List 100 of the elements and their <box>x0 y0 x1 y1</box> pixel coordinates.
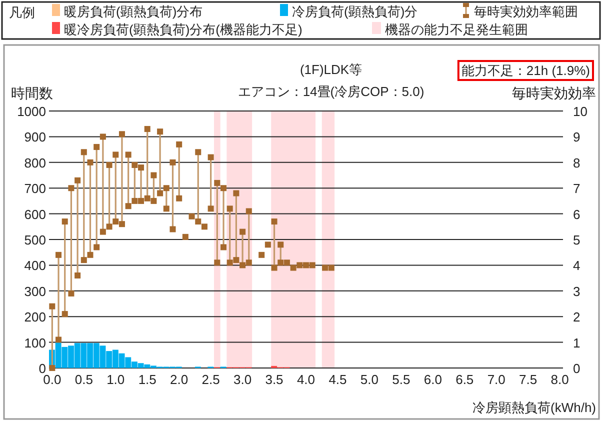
x-tick-label: 6.5 <box>456 372 474 387</box>
x-tick-label: 7.5 <box>519 372 538 387</box>
y-tick-label: 300 <box>24 284 46 299</box>
legend-label: 毎時実効効率範囲 <box>474 4 578 19</box>
point <box>309 262 316 268</box>
point <box>226 206 233 212</box>
y2-tick-label: 1 <box>573 335 580 350</box>
point <box>106 162 112 168</box>
point <box>49 365 56 371</box>
point <box>195 218 202 225</box>
y2-tick-label: 0 <box>573 361 580 376</box>
x-tick-label: 5.5 <box>392 372 410 387</box>
point <box>68 185 74 192</box>
point <box>240 228 246 235</box>
x-tick-label: 5.0 <box>360 372 378 387</box>
point <box>80 149 87 156</box>
y-tick-label: 800 <box>24 155 46 170</box>
x-tick-label: 2.5 <box>202 372 220 387</box>
point <box>56 336 62 343</box>
point <box>87 159 94 166</box>
point <box>106 224 112 230</box>
x-tick-label: 8.0 <box>550 372 569 387</box>
x-tick-label: 3.0 <box>234 372 252 387</box>
x-tick-label: 1.5 <box>138 372 156 387</box>
point <box>138 198 144 204</box>
point <box>246 208 252 214</box>
y-tick-label: 600 <box>24 206 46 222</box>
point <box>150 172 157 178</box>
point <box>144 126 150 132</box>
point <box>214 260 220 266</box>
y2-tick-label: 8 <box>573 155 580 170</box>
point <box>322 264 328 271</box>
point <box>208 206 214 212</box>
y-tick-label: 100 <box>24 335 46 350</box>
chart-subtitle: エアコン：14畳(冷房COP：5.0) <box>238 84 424 99</box>
x-tick-label: 1.0 <box>106 372 125 387</box>
point <box>258 252 265 258</box>
point <box>112 152 119 158</box>
point <box>240 262 246 268</box>
point <box>246 260 252 266</box>
point <box>118 131 125 138</box>
point <box>233 190 240 196</box>
y2-tick-label: 4 <box>573 258 580 274</box>
point <box>278 260 284 266</box>
x-tick-label: 7.0 <box>487 372 506 387</box>
y2-tick-label: 10 <box>573 104 588 119</box>
point <box>125 152 132 158</box>
point <box>201 224 208 230</box>
point <box>94 244 100 250</box>
x-tick-label: 0.5 <box>74 372 93 387</box>
point <box>138 164 144 171</box>
y-tick-label: 200 <box>24 310 46 325</box>
point <box>195 149 202 156</box>
point <box>125 203 132 210</box>
legend-label: 冷房負荷(顕熱負荷)分 <box>292 4 418 19</box>
point <box>112 218 119 225</box>
y2-tick-label: 7 <box>573 181 580 196</box>
point <box>68 290 74 296</box>
point <box>328 264 334 271</box>
point <box>163 206 170 212</box>
point <box>157 190 164 196</box>
chart-title: (1F)LDK等 <box>300 62 362 77</box>
point <box>214 180 220 186</box>
point <box>264 242 271 248</box>
y-tick-label: 700 <box>24 181 46 196</box>
point <box>303 262 309 268</box>
point <box>271 264 278 271</box>
x-tick-label: 4.5 <box>328 372 347 387</box>
point <box>182 234 188 240</box>
y2-tick-label: 6 <box>573 206 580 222</box>
point <box>290 264 296 271</box>
y2-axis-title: 毎時実効効率 <box>512 85 596 101</box>
y-tick-label: 900 <box>24 130 46 145</box>
point <box>132 198 138 204</box>
point <box>170 226 176 232</box>
point <box>74 177 81 184</box>
point <box>56 252 62 258</box>
text: 能力不足：21h (1.9%) <box>461 63 590 78</box>
point <box>49 303 56 310</box>
point <box>208 154 214 160</box>
x-tick-label: 2.0 <box>170 372 188 387</box>
point <box>80 257 87 264</box>
point <box>170 159 176 166</box>
y2-tick-label: 2 <box>573 310 580 325</box>
y-axis-title: 時間数 <box>11 85 53 101</box>
point <box>94 144 100 150</box>
point <box>157 128 164 135</box>
legend-title: 凡例 <box>9 5 35 20</box>
y2-tick-label: 9 <box>573 130 580 145</box>
point <box>220 185 227 192</box>
x-tick-label: 4.0 <box>296 372 316 387</box>
y-tick-label: 400 <box>24 258 46 274</box>
point <box>150 198 157 204</box>
point <box>118 221 125 228</box>
y-tick-label: 0 <box>38 361 46 376</box>
point <box>226 260 233 266</box>
point <box>233 257 240 264</box>
y2-tick-label: 5 <box>573 232 580 248</box>
point <box>176 141 182 148</box>
point <box>296 262 303 268</box>
